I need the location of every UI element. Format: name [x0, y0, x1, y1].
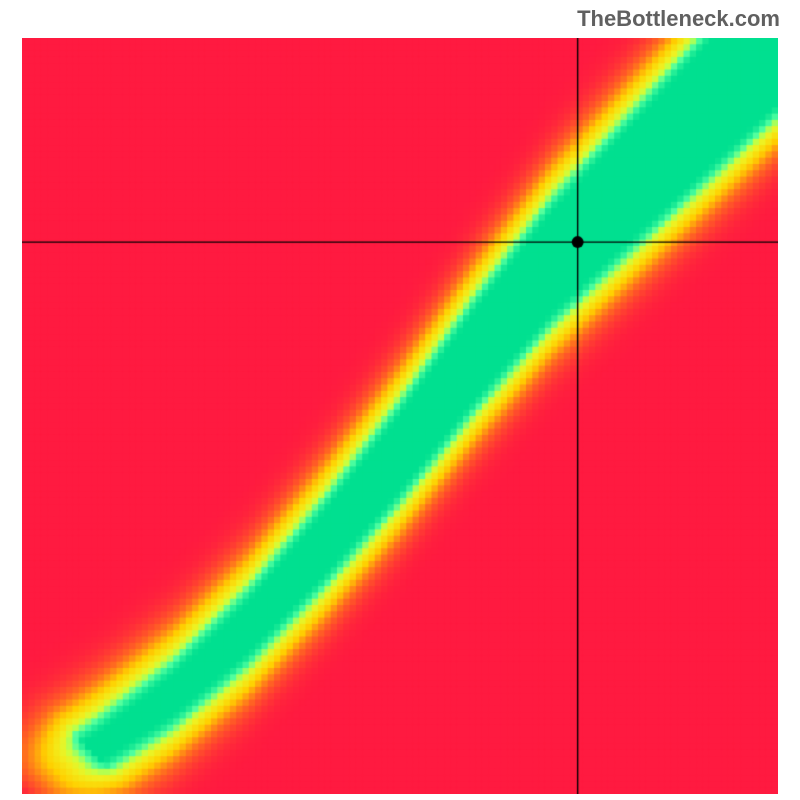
- watermark-text: TheBottleneck.com: [577, 6, 780, 32]
- bottleneck-heatmap: [22, 38, 778, 794]
